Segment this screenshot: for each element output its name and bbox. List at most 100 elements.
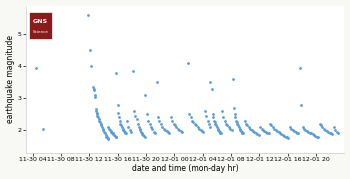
Point (160, 125, 165, 128)
Point (148, 125, 154, 128)
Point (131, 110, 137, 112)
Point (286, 137, 291, 140)
Point (201, 130, 206, 133)
Point (307, 131, 313, 134)
Point (245, 124, 250, 127)
Point (101, 129, 106, 132)
Point (212, 121, 218, 124)
Point (208, 81, 213, 84)
Point (297, 66, 303, 69)
Point (203, 114, 209, 117)
Point (119, 125, 125, 128)
Point (124, 119, 130, 122)
Point (216, 129, 222, 132)
Point (306, 130, 311, 133)
Point (304, 129, 310, 132)
Point (222, 119, 228, 122)
Point (102, 130, 107, 133)
Point (196, 127, 202, 130)
Point (236, 125, 241, 128)
Point (152, 132, 158, 135)
Point (243, 122, 249, 125)
Point (331, 125, 337, 128)
Point (216, 129, 221, 132)
Point (155, 116, 161, 119)
Point (274, 129, 280, 132)
Point (219, 110, 225, 112)
Point (272, 127, 277, 130)
Point (283, 135, 288, 138)
Point (98, 122, 104, 125)
Point (317, 122, 322, 125)
Point (105, 138, 111, 141)
Point (171, 122, 176, 125)
Point (314, 135, 320, 138)
Point (96, 119, 102, 122)
Point (118, 124, 124, 127)
Text: GNS: GNS (33, 19, 48, 24)
Point (264, 131, 270, 134)
Point (234, 121, 239, 124)
Point (108, 130, 114, 133)
Point (250, 129, 256, 132)
Point (104, 135, 109, 138)
Point (335, 132, 341, 135)
Point (142, 135, 147, 138)
Point (295, 132, 301, 135)
Point (187, 113, 192, 116)
Point (100, 127, 106, 130)
Point (308, 132, 314, 135)
Point (111, 134, 117, 136)
Point (194, 124, 199, 127)
Point (174, 125, 179, 128)
Point (230, 78, 236, 80)
Point (122, 131, 128, 134)
Point (246, 125, 252, 128)
Point (310, 132, 315, 135)
Point (210, 113, 215, 116)
Point (256, 134, 261, 136)
Point (99, 125, 105, 128)
Point (116, 116, 122, 119)
Point (138, 129, 143, 132)
Point (233, 119, 239, 122)
Point (301, 127, 307, 130)
Point (145, 119, 151, 122)
Point (96, 118, 101, 120)
Point (237, 127, 242, 130)
Point (217, 130, 223, 133)
Point (287, 125, 293, 128)
Point (270, 125, 276, 128)
Point (164, 129, 169, 132)
Point (290, 129, 295, 132)
Point (162, 129, 168, 132)
Point (332, 129, 338, 132)
Point (326, 130, 331, 133)
Point (140, 132, 145, 135)
Point (94, 114, 100, 117)
Point (115, 103, 120, 106)
Point (214, 125, 220, 128)
Point (113, 71, 119, 74)
FancyBboxPatch shape (29, 12, 52, 39)
Point (107, 129, 113, 132)
Point (102, 132, 108, 135)
Point (147, 122, 152, 125)
Point (209, 87, 215, 90)
Point (263, 130, 268, 133)
Point (240, 132, 246, 135)
Point (99, 124, 104, 127)
Point (157, 119, 162, 122)
Point (214, 124, 219, 127)
Point (269, 124, 274, 127)
Point (276, 130, 281, 133)
Point (266, 132, 271, 135)
Point (261, 129, 267, 132)
Point (130, 70, 135, 72)
Point (288, 127, 294, 130)
Point (120, 129, 126, 132)
Point (202, 110, 208, 112)
Point (218, 131, 223, 134)
Point (210, 116, 216, 119)
Point (93, 108, 98, 111)
